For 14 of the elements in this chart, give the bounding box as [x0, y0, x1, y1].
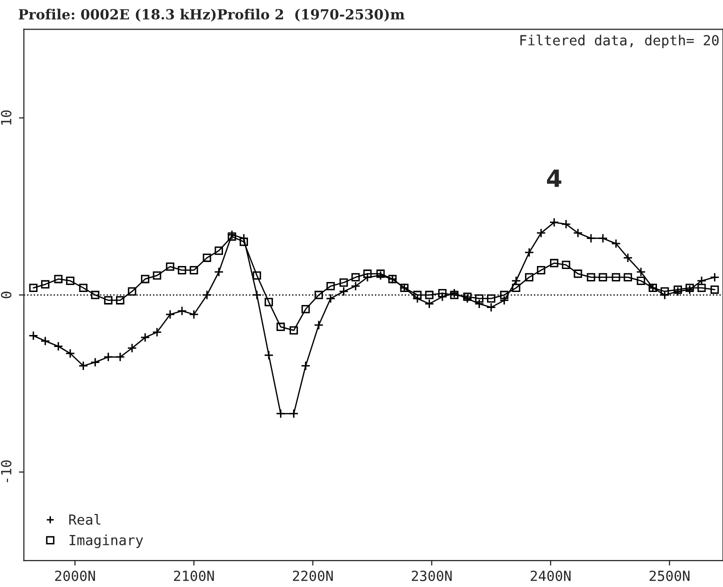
legend-label: Imaginary	[70, 534, 144, 548]
x-tick-label: 2000N	[55, 570, 95, 582]
legend-label: Real	[69, 514, 100, 525]
y-tick-label: 0	[0, 292, 12, 298]
x-tick-label: 2200N	[292, 570, 333, 582]
x-tick-label: 2300N	[412, 570, 452, 582]
y-tick-label: 10	[0, 110, 12, 125]
annotation: 4	[547, 170, 562, 187]
x-tick-label: 2500N	[650, 570, 690, 582]
x-tick-label: 2100N	[174, 570, 214, 582]
y-tick-label: -10	[0, 460, 12, 482]
annotation: Filtered data, depth= 20	[520, 34, 719, 48]
x-tick-label: 2400N	[530, 570, 571, 582]
chart-title: Profile: 0002E (18.3 kHz)Profilo 2 (1970-2530)m	[18, 8, 405, 22]
